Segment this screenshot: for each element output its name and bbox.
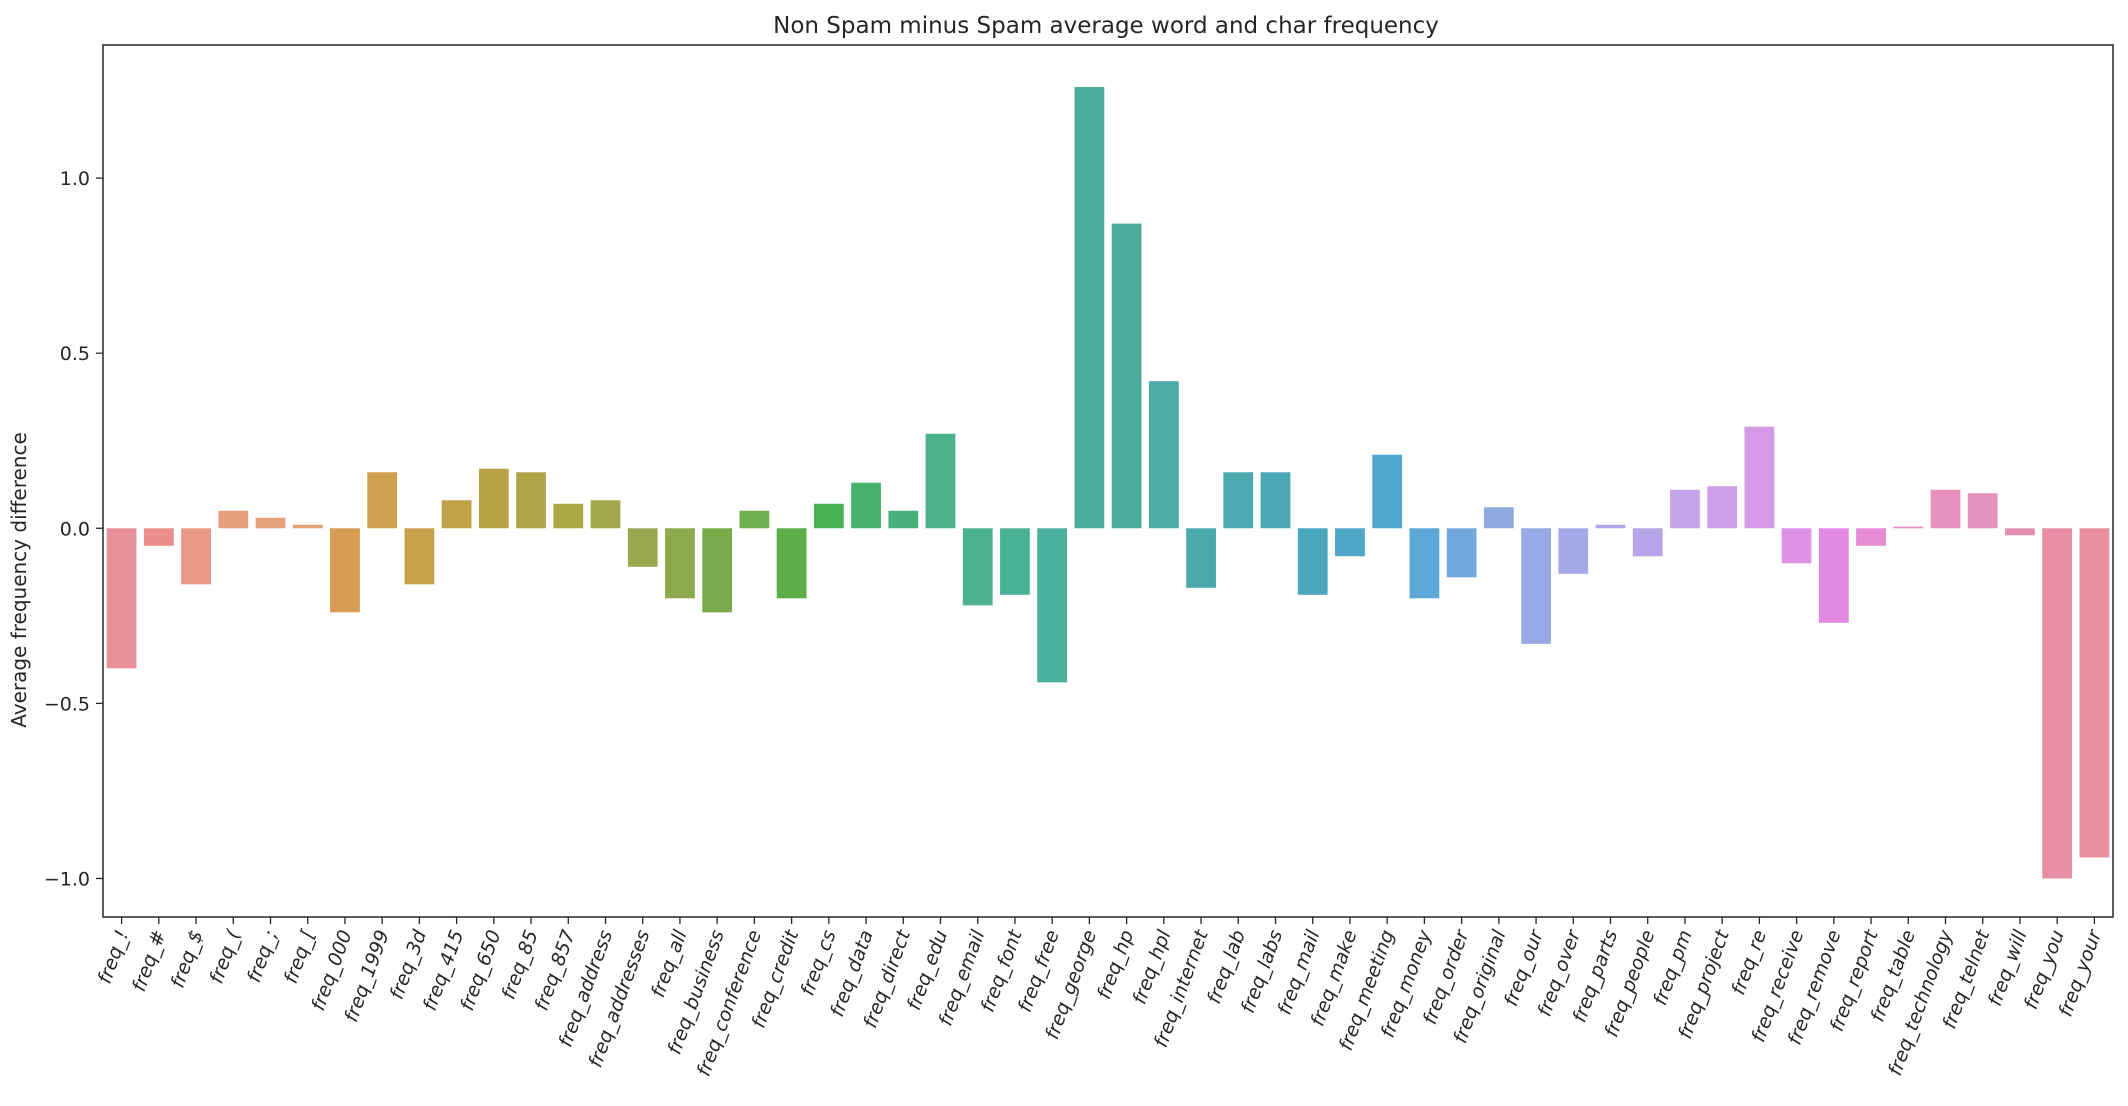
- y-axis-ticks: −1.0 −0.5 0.0 0.5 1.0: [44, 168, 103, 890]
- bar-freq-: [218, 510, 249, 529]
- y-tick-label: 0.0: [60, 518, 90, 540]
- bar-freq-cs: [813, 503, 844, 529]
- bar-freq-will: [2005, 528, 2035, 536]
- bar-freq-table: [1893, 526, 1924, 529]
- bar-freq-original: [1483, 507, 1514, 529]
- bar-freq-hpl: [1148, 381, 1179, 529]
- bar-freq-000: [330, 528, 360, 613]
- y-tick-label: 0.5: [60, 343, 90, 365]
- bar-freq-direct: [888, 510, 919, 529]
- bar-freq-technology: [1930, 489, 1961, 529]
- bar-freq-free: [1037, 528, 1068, 683]
- bar-freq-3d: [404, 528, 435, 585]
- bar-freq-edu: [925, 433, 956, 529]
- bars-group: [106, 87, 2110, 879]
- bar-freq-650: [478, 468, 509, 529]
- bar-freq-project: [1707, 486, 1738, 529]
- bar-freq-re: [1744, 426, 1775, 529]
- bar-freq-remove: [1818, 528, 1849, 623]
- bar-freq-credit: [776, 528, 807, 599]
- bar-freq-: [181, 528, 211, 585]
- bar-freq-money: [1409, 528, 1440, 599]
- bar-freq-labs: [1260, 472, 1291, 529]
- bar-freq-our: [1521, 528, 1551, 644]
- bar-freq-: [143, 528, 174, 546]
- bar-freq-pm: [1670, 489, 1700, 529]
- bar-freq-: [292, 524, 323, 529]
- bar-freq-lab: [1223, 472, 1254, 529]
- y-tick-label: −0.5: [44, 693, 90, 715]
- bar-freq-your: [2079, 528, 2110, 858]
- y-tick-label: −1.0: [44, 868, 90, 890]
- bar-freq-report: [1856, 528, 1886, 546]
- bar-freq-over: [1558, 528, 1589, 574]
- bar-freq-parts: [1595, 524, 1626, 529]
- bar-freq-all: [665, 528, 695, 599]
- bar-freq-85: [516, 472, 546, 529]
- bar-freq-address: [590, 500, 621, 529]
- chart-title: Non Spam minus Spam average word and cha…: [773, 13, 1439, 39]
- plot-frame: [102, 44, 2114, 918]
- bar-freq-email: [962, 528, 993, 606]
- bar-freq-hp: [1111, 223, 1142, 529]
- bar-freq-415: [441, 500, 472, 529]
- bar-freq-george: [1074, 87, 1105, 529]
- bar-freq-meeting: [1372, 454, 1403, 529]
- bar-freq-receive: [1781, 528, 1812, 564]
- bar-freq-order: [1446, 528, 1477, 578]
- bar-freq-: [106, 528, 137, 669]
- bar-freq-addresses: [627, 528, 658, 567]
- bar-freq-data: [851, 482, 881, 529]
- bar-freq-1999: [367, 472, 398, 529]
- bar-freq-business: [702, 528, 733, 613]
- bar-freq-make: [1335, 528, 1365, 557]
- y-axis-label: Average frequency difference: [7, 432, 31, 728]
- bar-freq-: [255, 517, 286, 529]
- bar-freq-conference: [739, 510, 770, 529]
- bar-freq-telnet: [1967, 493, 1998, 529]
- y-tick-label: 1.0: [60, 168, 90, 190]
- bar-freq-internet: [1186, 528, 1216, 588]
- bar-freq-mail: [1297, 528, 1328, 595]
- bar-freq-857: [553, 503, 584, 529]
- bar-freq-you: [2042, 528, 2073, 879]
- bar-freq-font: [1000, 528, 1030, 595]
- bar-freq-people: [1632, 528, 1663, 557]
